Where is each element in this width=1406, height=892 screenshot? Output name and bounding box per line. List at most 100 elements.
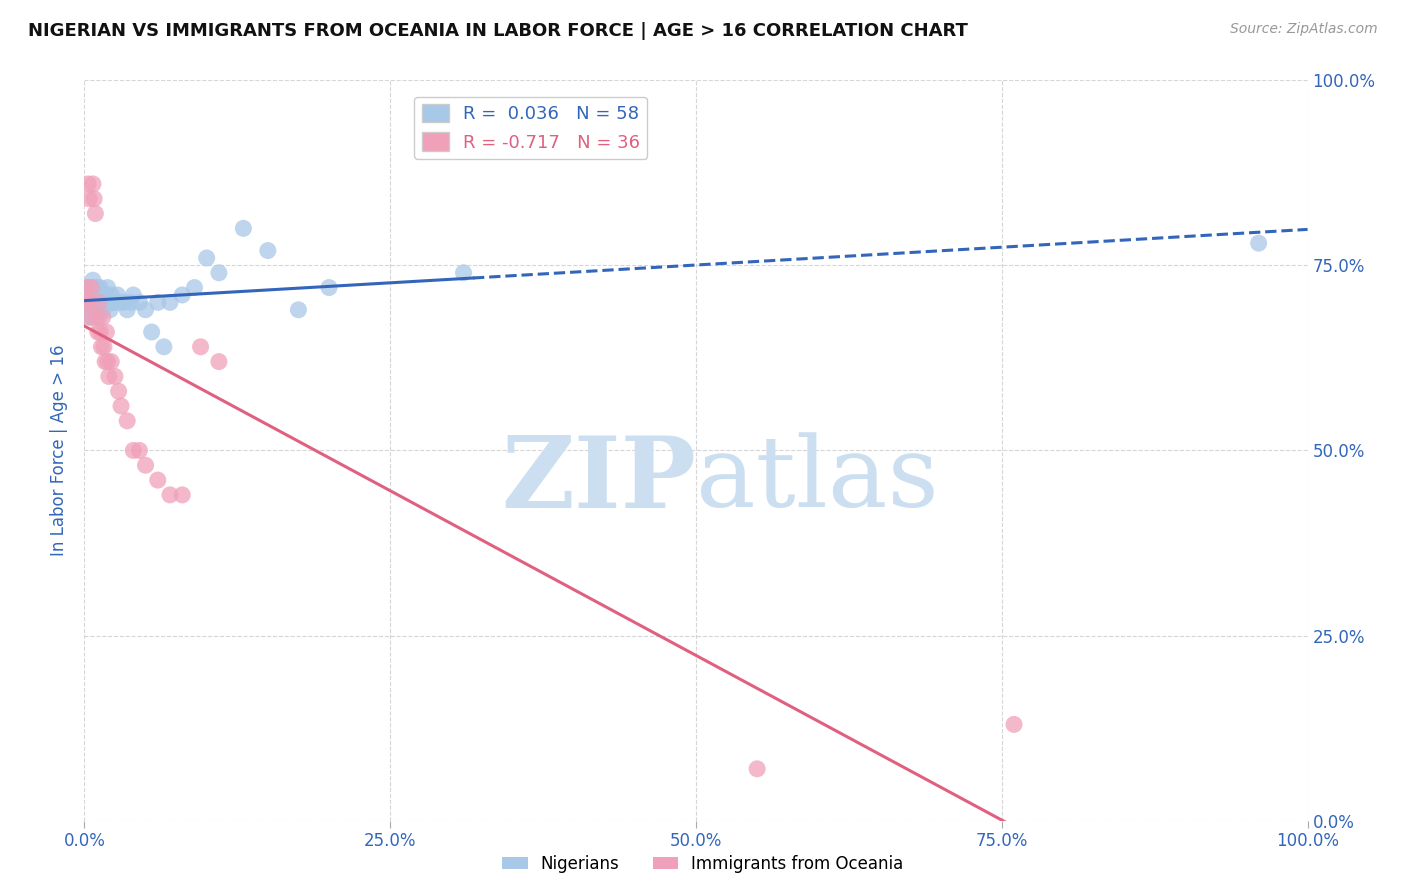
Point <box>76 280 98 294</box>
Point <box>318 280 340 294</box>
Point <box>115 302 138 317</box>
Point <box>1002 717 1025 731</box>
Point <box>80 295 103 310</box>
Point <box>75 295 97 310</box>
Point <box>141 325 163 339</box>
Point <box>93 340 115 354</box>
Point <box>76 288 98 302</box>
Point <box>80 310 103 325</box>
Point <box>135 302 157 317</box>
Point <box>159 488 181 502</box>
Point <box>122 288 145 302</box>
Point <box>98 302 121 317</box>
Point <box>747 762 769 776</box>
Point <box>208 354 231 368</box>
Point <box>90 340 112 354</box>
Point <box>83 192 105 206</box>
Point <box>86 288 108 302</box>
Point <box>83 288 105 302</box>
Legend: Nigerians, Immigrants from Oceania: Nigerians, Immigrants from Oceania <box>496 848 910 880</box>
Point <box>128 295 150 310</box>
Point <box>190 340 212 354</box>
Point <box>79 302 101 317</box>
Point <box>128 443 150 458</box>
Point <box>79 288 101 302</box>
Point <box>101 295 124 310</box>
Point <box>83 295 105 310</box>
Point <box>159 295 181 310</box>
Point <box>120 295 142 310</box>
Text: NIGERIAN VS IMMIGRANTS FROM OCEANIA IN LABOR FORCE | AGE > 16 CORRELATION CHART: NIGERIAN VS IMMIGRANTS FROM OCEANIA IN L… <box>28 22 967 40</box>
Point <box>453 266 475 280</box>
Legend: R =  0.036   N = 58, R = -0.717   N = 36: R = 0.036 N = 58, R = -0.717 N = 36 <box>415 96 647 159</box>
Point <box>93 295 115 310</box>
Point <box>87 325 110 339</box>
Point <box>1247 236 1270 251</box>
Point <box>115 414 138 428</box>
Point <box>146 473 169 487</box>
Point <box>77 302 100 317</box>
Point <box>82 177 104 191</box>
Point <box>208 266 231 280</box>
Point <box>87 310 110 325</box>
Point <box>89 288 111 302</box>
Text: ZIP: ZIP <box>501 432 696 529</box>
Point <box>79 280 101 294</box>
Point <box>94 288 117 302</box>
Point <box>87 295 110 310</box>
Point <box>87 280 110 294</box>
Point <box>153 340 176 354</box>
Point <box>77 310 100 325</box>
Y-axis label: In Labor Force | Age > 16: In Labor Force | Age > 16 <box>51 344 69 557</box>
Point <box>172 488 194 502</box>
Point <box>86 295 108 310</box>
Point <box>84 302 107 317</box>
Point <box>89 325 111 339</box>
Point <box>75 295 97 310</box>
Point <box>287 302 309 317</box>
Point <box>135 458 157 473</box>
Point <box>89 280 111 294</box>
Point <box>172 288 194 302</box>
Point <box>87 302 110 317</box>
Point <box>77 192 100 206</box>
Point <box>91 302 114 317</box>
Point <box>79 310 101 325</box>
Point <box>97 354 120 368</box>
Point <box>96 325 118 339</box>
Point <box>104 295 127 310</box>
Point <box>91 310 114 325</box>
Point <box>105 288 128 302</box>
Point <box>90 295 112 310</box>
Point <box>77 295 100 310</box>
Point <box>232 221 254 235</box>
Point <box>80 280 103 294</box>
Point <box>183 280 205 294</box>
Point <box>257 244 280 258</box>
Point <box>77 280 100 294</box>
Point <box>86 310 108 325</box>
Point <box>100 354 122 368</box>
Text: atlas: atlas <box>696 433 939 528</box>
Point <box>97 369 120 384</box>
Point <box>112 295 135 310</box>
Point <box>122 443 145 458</box>
Point <box>96 295 118 310</box>
Point <box>100 288 122 302</box>
Point <box>97 280 120 294</box>
Point <box>82 280 104 294</box>
Text: Source: ZipAtlas.com: Source: ZipAtlas.com <box>1230 22 1378 37</box>
Point <box>195 251 218 265</box>
Point <box>79 295 101 310</box>
Point <box>84 280 107 294</box>
Point <box>82 273 104 287</box>
Point <box>110 399 132 413</box>
Point <box>110 295 132 310</box>
Point <box>97 295 120 310</box>
Point <box>87 295 110 310</box>
Point <box>84 206 107 220</box>
Point <box>94 354 117 368</box>
Point <box>107 384 129 399</box>
Point <box>77 177 100 191</box>
Point <box>104 369 127 384</box>
